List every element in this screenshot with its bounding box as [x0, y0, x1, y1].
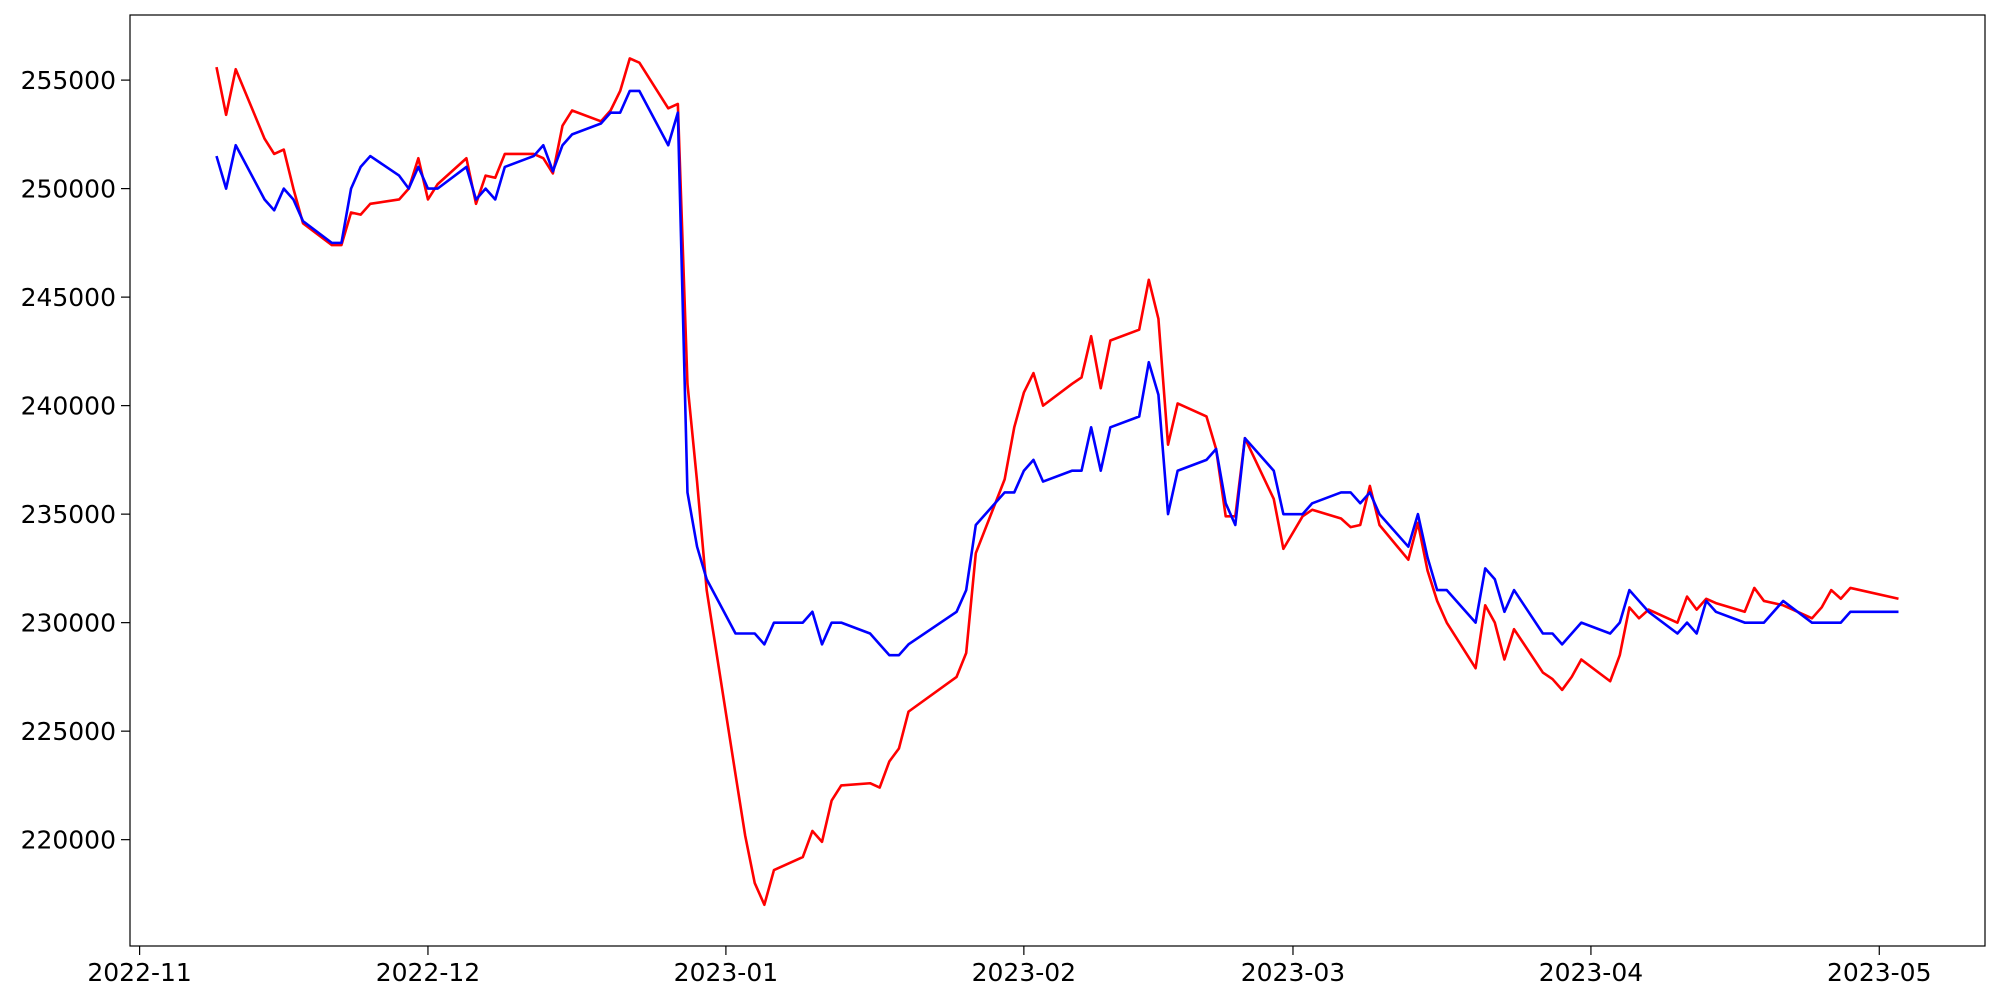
data-line — [215, 89, 1899, 657]
y-tick-label: 220000 — [21, 826, 116, 855]
x-tick-label: 2023-05 — [1827, 958, 1931, 987]
y-tick-label: 240000 — [21, 392, 116, 421]
data-line — [215, 57, 1899, 907]
x-tick-label: 2023-02 — [972, 958, 1076, 987]
axes-frame — [129, 14, 1986, 947]
y-tick-label: 245000 — [21, 283, 116, 312]
y-tick-label: 250000 — [21, 175, 116, 204]
x-tick-label: 2022-11 — [87, 958, 191, 987]
y-tick-label: 235000 — [21, 500, 116, 529]
x-tick-label: 2023-04 — [1539, 958, 1643, 987]
x-tick-label: 2023-03 — [1241, 958, 1345, 987]
x-tick-label: 2023-01 — [674, 958, 778, 987]
y-tick-label: 255000 — [21, 66, 116, 95]
y-tick-label: 230000 — [21, 609, 116, 638]
x-tick-label: 2022-12 — [376, 958, 480, 987]
y-tick-label: 225000 — [21, 717, 116, 746]
